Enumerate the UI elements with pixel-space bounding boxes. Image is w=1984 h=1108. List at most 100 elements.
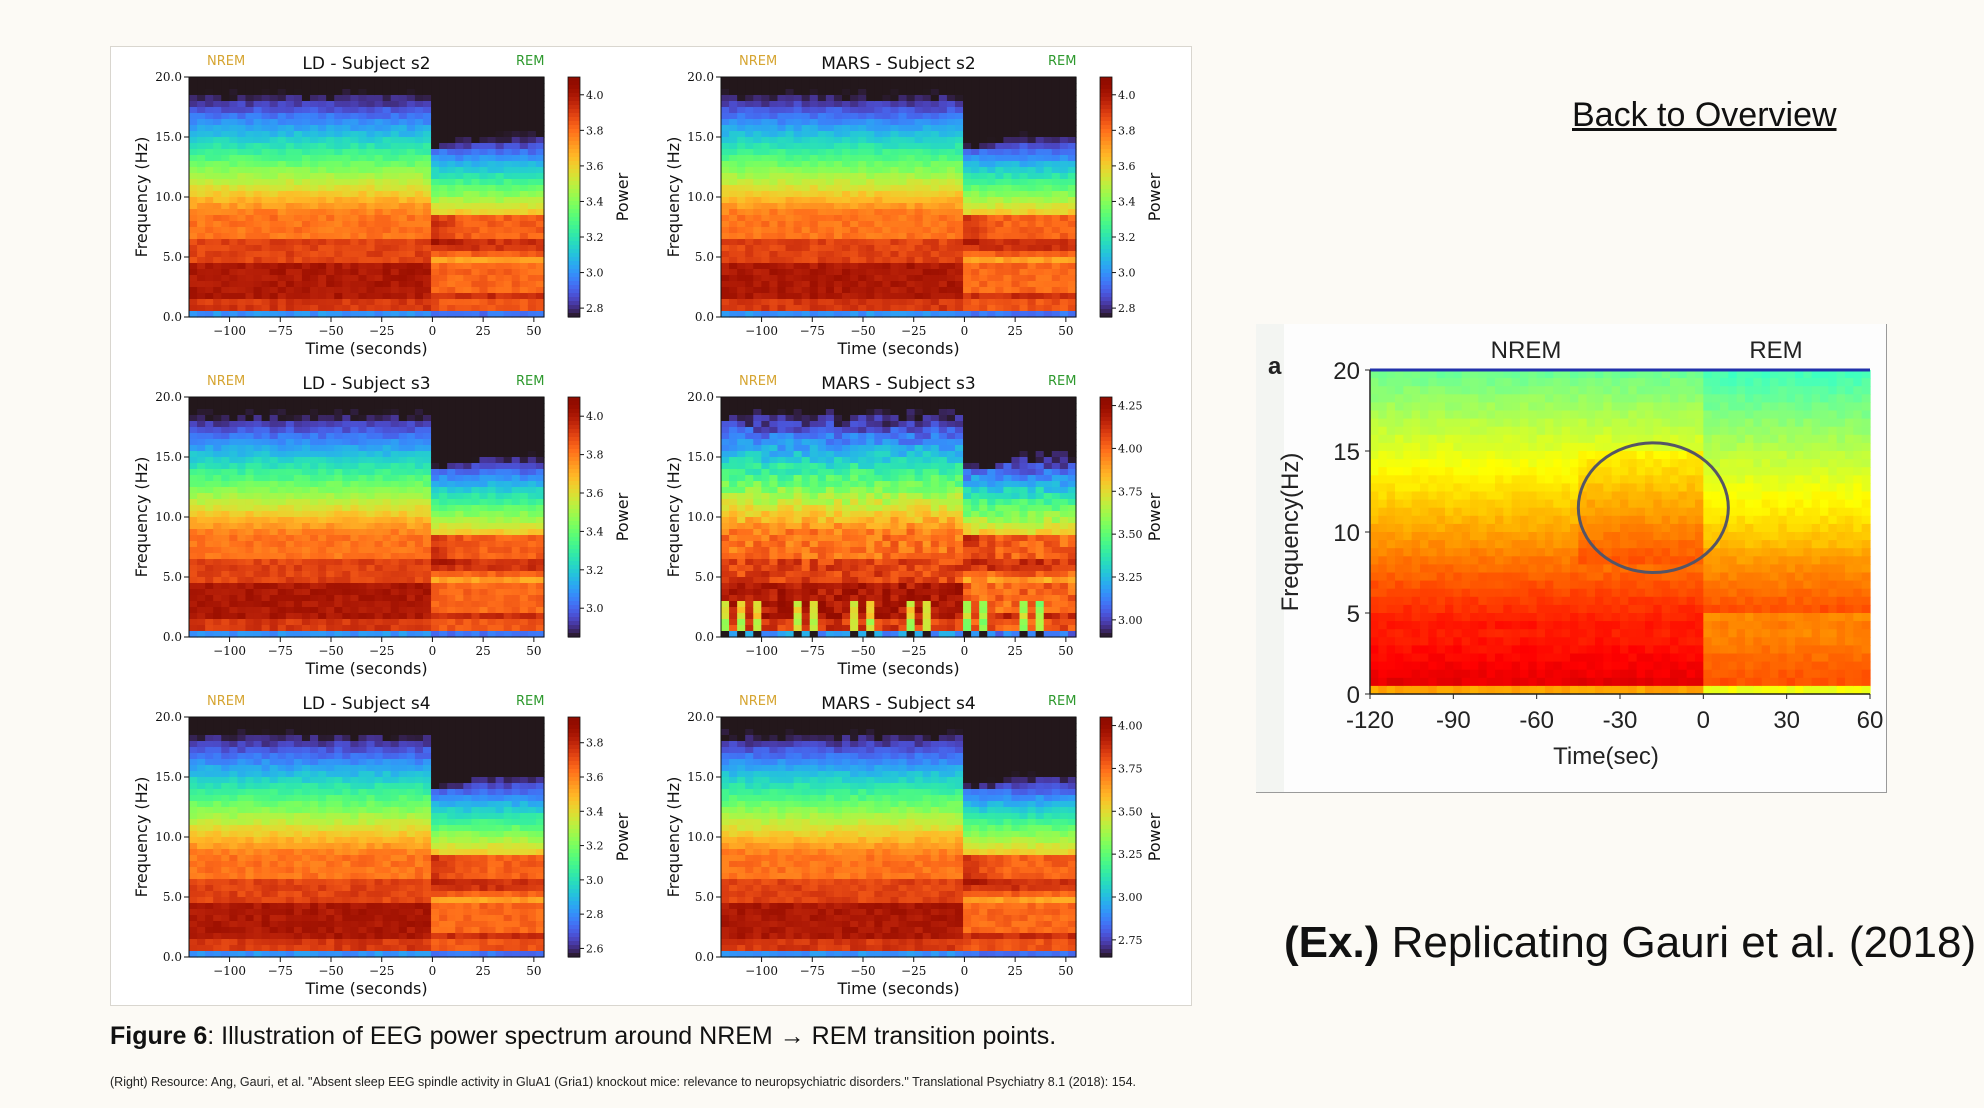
- heatmap-cell: [866, 173, 875, 180]
- heatmap-cell: [817, 257, 827, 264]
- heatmap-cell: [245, 403, 255, 410]
- heatmap-cell: [1059, 227, 1069, 234]
- heatmap-cell: [237, 299, 247, 306]
- heatmap-cell: [398, 547, 408, 554]
- heatmap-cell: [745, 203, 754, 210]
- heatmap-cell: [277, 511, 287, 518]
- heatmap-cell: [245, 487, 255, 494]
- heatmap-cell: [366, 409, 376, 416]
- heatmap-cell: [229, 481, 239, 488]
- heatmap-cell: [1051, 233, 1061, 240]
- heatmap-cell: [414, 613, 424, 620]
- heatmap-cell: [205, 415, 214, 422]
- heatmap-cell: [874, 173, 883, 180]
- heatmap-cell: [431, 257, 440, 264]
- heatmap-cell: [197, 287, 206, 294]
- heatmap-cell: [374, 107, 384, 114]
- colorbar-segment: [568, 297, 580, 302]
- heatmap-cell: [213, 589, 222, 596]
- heatmap-cell: [439, 451, 448, 458]
- heatmap-cell: [527, 269, 537, 276]
- heatmap-cell: [366, 511, 376, 518]
- heatmap-cell: [866, 245, 875, 252]
- heatmap-cell: [1019, 305, 1029, 312]
- heatmap-cell: [366, 463, 376, 470]
- heatmap-cell: [229, 161, 239, 168]
- heatmap-cell: [801, 299, 811, 306]
- heatmap-cell: [809, 179, 819, 186]
- heatmap-cell: [350, 577, 360, 584]
- heatmap-cell: [205, 475, 214, 482]
- heatmap-cell: [253, 239, 263, 246]
- heatmap-cell: [326, 281, 335, 288]
- heatmap-cell: [366, 403, 376, 410]
- heatmap-cell: [301, 451, 311, 458]
- heatmap-cell: [511, 77, 521, 84]
- heatmap-cell: [277, 239, 287, 246]
- heatmap-cell: [374, 559, 384, 566]
- heatmap-cell: [342, 149, 351, 156]
- heatmap-cell: [221, 131, 230, 138]
- heatmap-cell: [318, 481, 327, 488]
- heatmap-cell: [414, 481, 424, 488]
- heatmap-cell: [334, 451, 343, 458]
- heatmap-cell: [406, 263, 416, 270]
- heatmap-cell: [285, 529, 295, 536]
- heatmap-cell: [358, 415, 368, 422]
- heatmap-cell: [439, 155, 448, 162]
- colorbar-segment: [1100, 269, 1112, 274]
- heatmap-cell: [817, 125, 827, 132]
- heatmap-cell: [431, 613, 440, 620]
- heatmap-cell: [277, 119, 287, 126]
- heatmap-cell: [237, 457, 247, 464]
- heatmap-cell: [374, 299, 384, 306]
- heatmap-cell: [310, 601, 319, 608]
- heatmap-cell: [777, 173, 787, 180]
- heatmap-cell: [930, 107, 940, 114]
- heatmap-cell: [511, 287, 521, 294]
- heatmap-cell: [479, 95, 489, 102]
- heatmap-cell: [414, 439, 424, 446]
- heatmap-cell: [721, 221, 730, 228]
- colorbar-frame: [567, 76, 581, 318]
- heatmap-cell: [825, 245, 835, 252]
- heatmap-cell: [850, 275, 859, 282]
- heatmap-cell: [503, 275, 513, 282]
- heatmap-cell: [882, 107, 892, 114]
- heatmap-cell: [229, 209, 239, 216]
- heatmap-cell: [350, 421, 360, 428]
- heatmap-cell: [350, 535, 360, 542]
- heatmap-cell: [253, 499, 263, 506]
- heatmap-cell: [850, 89, 859, 96]
- heatmap-cell: [858, 239, 867, 246]
- heatmap-cell: [245, 589, 255, 596]
- heatmap-cell: [334, 131, 343, 138]
- heatmap-cell: [535, 89, 545, 96]
- heatmap-cell: [503, 149, 513, 156]
- heatmap-cell: [882, 155, 892, 162]
- heatmap-cell: [890, 137, 900, 144]
- heatmap-cell: [326, 583, 335, 590]
- heatmap-cell: [374, 607, 384, 614]
- heatmap-cell: [334, 421, 343, 428]
- heatmap-cell: [221, 577, 230, 584]
- heatmap-cell: [229, 547, 239, 554]
- heatmap-cell: [261, 101, 271, 108]
- heatmap-cell: [753, 245, 762, 252]
- heatmap-cell: [422, 143, 432, 150]
- heatmap-cell: [785, 227, 795, 234]
- heatmap-cell: [277, 571, 287, 578]
- heatmap-cell: [221, 397, 230, 404]
- heatmap-cell: [261, 559, 271, 566]
- heatmap-cell: [898, 293, 908, 300]
- heatmap-cell: [922, 239, 932, 246]
- heatmap-cell: [858, 95, 867, 102]
- heatmap-cell: [269, 481, 279, 488]
- heatmap-cell: [253, 463, 263, 470]
- heatmap-cell: [197, 83, 206, 90]
- heatmap-cell: [229, 113, 239, 120]
- heatmap-cell: [1043, 305, 1053, 312]
- heatmap-cell: [197, 119, 206, 126]
- heatmap-cell: [817, 311, 827, 318]
- heatmap-cell: [422, 583, 432, 590]
